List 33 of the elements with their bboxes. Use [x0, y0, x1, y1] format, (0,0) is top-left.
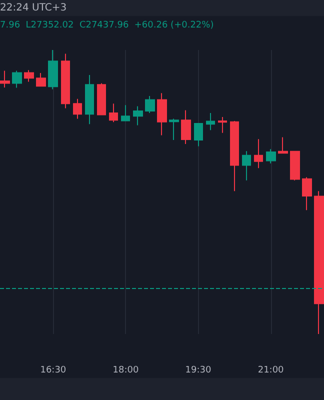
candlestick	[133, 106, 143, 126]
text: 7.96 L27352.02 C27437.96 +60.26 (+0.22%)	[0, 20, 214, 30]
candlestick	[121, 104, 130, 122]
candlestick	[194, 122, 203, 147]
x-tick-label: 16:30	[40, 366, 66, 376]
candlestick	[254, 138, 263, 169]
candlestick	[230, 120, 239, 192]
candlestick	[73, 98, 82, 120]
candlestick	[24, 70, 34, 82]
chart-title: 22:24 UTC+3	[0, 2, 67, 14]
candlestick	[12, 70, 22, 88]
x-tick-label: 18:00	[112, 366, 139, 376]
candlestick	[218, 116, 227, 134]
x-tick-label: 21:00	[258, 366, 284, 376]
candlestick	[181, 110, 191, 145]
candlestick	[145, 96, 155, 114]
candlestick	[302, 176, 312, 211]
candlestick	[314, 190, 324, 334]
candlestick	[290, 150, 300, 181]
candlestick	[97, 82, 106, 116]
candlestick	[109, 103, 118, 123]
candlestick	[85, 74, 94, 125]
candlestick	[206, 112, 215, 131]
candlestick	[48, 50, 58, 90]
candlestick	[278, 136, 288, 154]
x-tick-label: 19:30	[185, 366, 212, 376]
candlestick	[36, 72, 46, 87]
candlestick	[61, 53, 70, 109]
candlestick	[169, 118, 179, 141]
candlestick	[157, 92, 167, 136]
candlestick	[0, 70, 10, 88]
candlestick	[266, 148, 276, 164]
candlestick	[242, 150, 251, 181]
